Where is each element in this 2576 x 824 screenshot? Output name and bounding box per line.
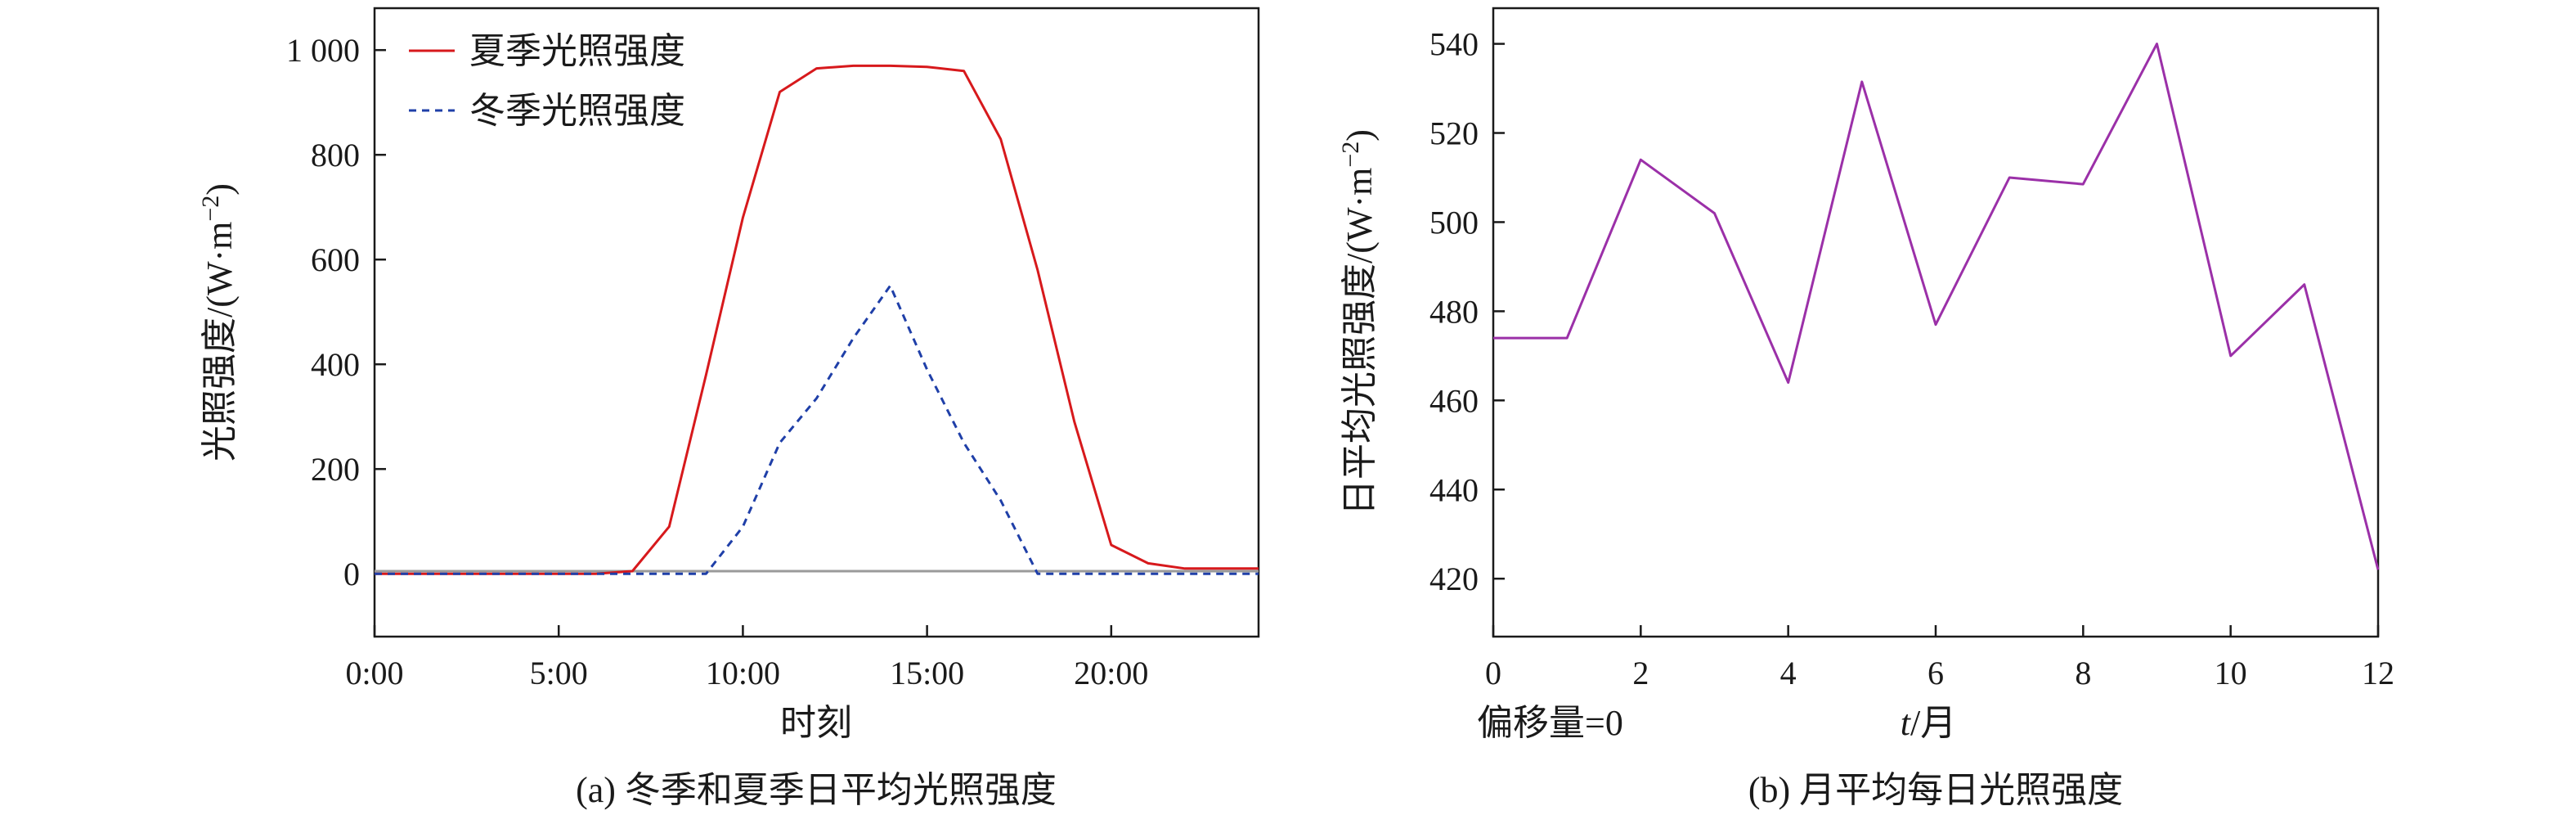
y-tick-label: 600 <box>311 241 360 278</box>
y-tick-label: 1 000 <box>286 32 360 69</box>
y-tick-label: 420 <box>1429 561 1479 597</box>
x-tick-label: 5:00 <box>530 655 588 691</box>
x-tick-label: 10 <box>2215 655 2247 691</box>
y-tick-label: 520 <box>1429 115 1479 152</box>
y-tick-label: 460 <box>1429 382 1479 419</box>
legend-label-winter: 冬季光照强度 <box>469 91 685 131</box>
chart-b-caption: (b) 月平均每日光照强度 <box>1748 770 2123 810</box>
y-tick-label: 200 <box>311 451 360 488</box>
chart-b-x-axis-label: t/月 <box>1901 703 1956 743</box>
x-tick-label: 10:00 <box>706 655 780 691</box>
chart-a-x-ticks: 0:00 5:00 10:00 15:00 20:00 <box>345 625 1148 691</box>
chart-a-caption: (a) 冬季和夏季日平均光照强度 <box>576 770 1057 810</box>
y-tick-label: 480 <box>1429 293 1479 330</box>
chart-a-plot-frame <box>373 7 1260 638</box>
x-tick-label: 6 <box>1928 655 1944 691</box>
y-tick-label: 540 <box>1429 26 1479 63</box>
series-line-a-0 <box>375 64 1259 575</box>
chart-b-x-ticks: 0 2 4 6 8 10 12 <box>1485 625 2394 691</box>
chart-b-y-axis-label: 日平均光照强度/(W·m−2) <box>1337 129 1380 516</box>
x-tick-label: 12 <box>2362 655 2394 691</box>
y-tick-label: 800 <box>311 137 360 173</box>
y-tick-label: 440 <box>1429 471 1479 508</box>
x-tick-label: 8 <box>2075 655 2091 691</box>
chart-a-series-lines <box>375 64 1259 575</box>
x-tick-label: 0:00 <box>345 655 403 691</box>
chart-a-legend: 夏季光照强度 冬季光照强度 <box>409 31 685 131</box>
x-tick-label: 4 <box>1780 655 1797 691</box>
chart-a-x-axis-label: 时刻 <box>780 703 852 743</box>
y-tick-label: 500 <box>1429 204 1479 241</box>
chart-a-y-ticks: 0 200 400 600 800 1 000 <box>286 32 386 592</box>
chart-b-offset-annotation: 偏移量=0 <box>1477 703 1623 743</box>
series-line-a-1 <box>375 284 1259 575</box>
legend-label-summer: 夏季光照强度 <box>469 31 685 71</box>
series-line-b-0 <box>1493 43 2380 570</box>
chart-b: 0 2 4 6 8 10 12 420 440 460 480 500 520 540 日平均光照强度/… <box>1337 7 2394 810</box>
chart-a-y-axis-label: 光照强度/(W·m−2) <box>197 183 240 462</box>
x-tick-label: 20:00 <box>1074 655 1148 691</box>
y-tick-label: 400 <box>311 346 360 383</box>
x-tick-label: 2 <box>1632 655 1649 691</box>
chart-b-y-ticks: 420 440 460 480 500 520 540 <box>1429 26 1505 597</box>
y-tick-label: 0 <box>343 556 360 592</box>
chart-a: 0:00 5:00 10:00 15:00 20:00 0 200 400 600 800 1 0… <box>197 7 1260 810</box>
x-tick-label: 0 <box>1485 655 1501 691</box>
x-tick-label: 15:00 <box>890 655 964 691</box>
chart-b-series-lines <box>1493 43 2380 570</box>
